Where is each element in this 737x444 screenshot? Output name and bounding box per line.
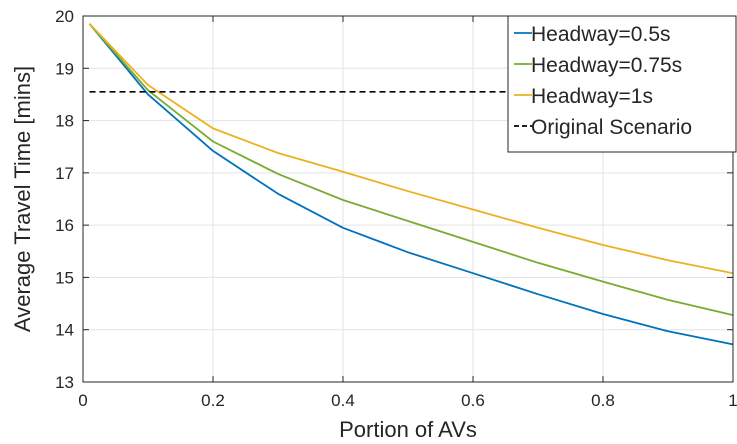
x-tick-label: 1 bbox=[728, 391, 737, 410]
y-tick-label: 20 bbox=[55, 7, 74, 26]
y-tick-label: 15 bbox=[55, 268, 74, 287]
y-tick-label: 16 bbox=[55, 216, 74, 235]
x-tick-label: 0.8 bbox=[591, 391, 615, 410]
axis-ticks: 0 0.2 0.4 0.6 0.8 1 13 14 15 16 17 18 19 20 bbox=[55, 7, 737, 410]
series-line-headway-0-75s bbox=[88, 23, 734, 316]
x-tick-label: 0.2 bbox=[201, 391, 225, 410]
legend-label: Headway=0.75s bbox=[531, 54, 682, 77]
x-tick-label: 0.6 bbox=[461, 391, 485, 410]
legend-label: Original Scenario bbox=[531, 116, 692, 139]
legend: Headway=0.5s Headway=0.75s Headway=1s Origi… bbox=[507, 15, 737, 153]
y-tick-label: 18 bbox=[55, 112, 74, 131]
series-line-headway-1s bbox=[88, 23, 734, 275]
x-tick-label: 0 bbox=[78, 391, 87, 410]
x-axis-label: Portion of AVs bbox=[339, 417, 477, 442]
y-tick-label: 19 bbox=[55, 59, 74, 78]
y-tick-label: 17 bbox=[55, 164, 74, 183]
y-axis-label: Average Travel Time [mins] bbox=[10, 66, 35, 332]
y-tick-label: 13 bbox=[55, 373, 74, 392]
series-line-headway-0-5s bbox=[88, 23, 734, 346]
series-lines bbox=[88, 23, 734, 346]
x-tick-label: 0.4 bbox=[331, 391, 355, 410]
legend-box bbox=[507, 15, 737, 153]
y-tick-label: 14 bbox=[55, 321, 74, 340]
plot-frame bbox=[82, 15, 734, 383]
legend-label: Headway=0.5s bbox=[531, 23, 671, 46]
legend-label: Headway=1s bbox=[531, 85, 653, 108]
